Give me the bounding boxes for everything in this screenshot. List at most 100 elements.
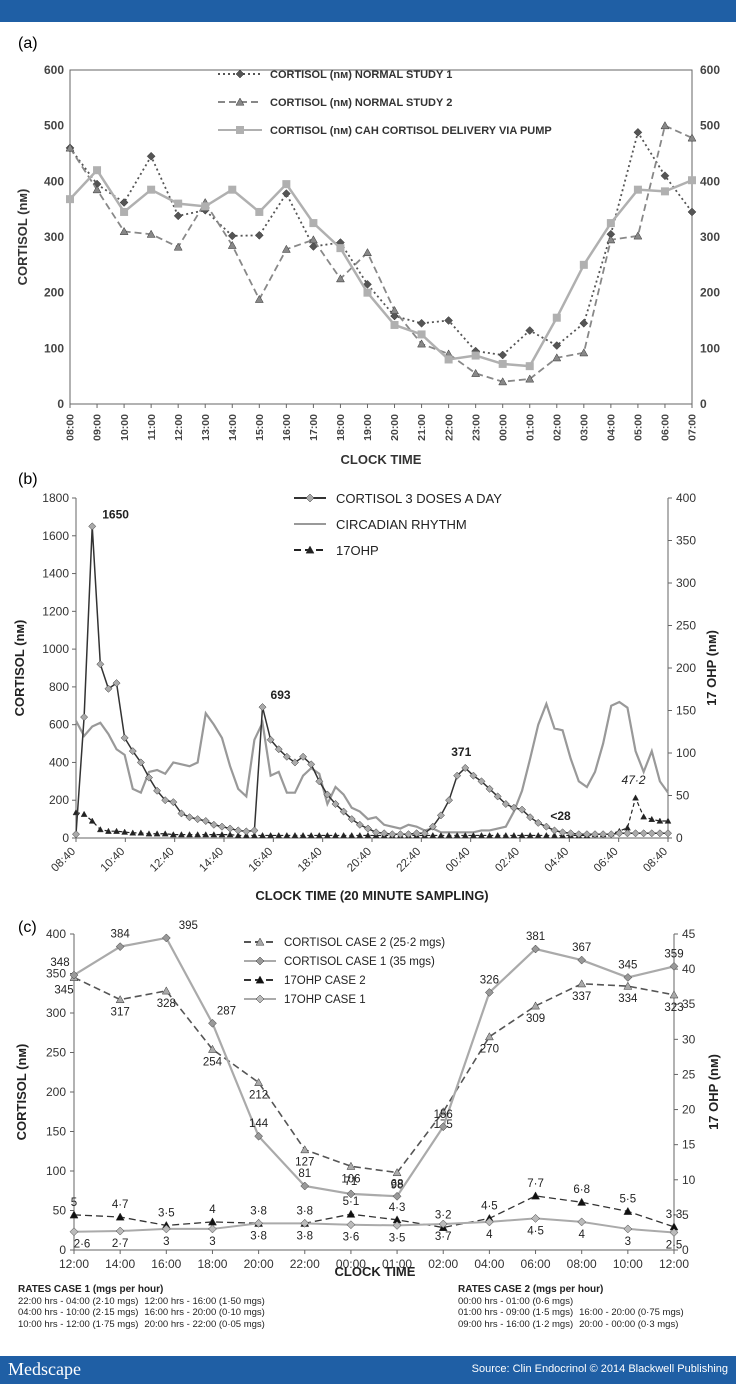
- rate-item: 20:00 hrs - 22:00 (0·05 mgs): [144, 1318, 265, 1330]
- data-point: [161, 830, 169, 837]
- data-point: [518, 805, 526, 814]
- data-point: [469, 831, 477, 839]
- series-line-1: [69, 130, 693, 356]
- y-tick-label: 300: [46, 1006, 66, 1020]
- data-point: [599, 830, 608, 839]
- data-label: 270: [480, 1044, 499, 1056]
- data-point: [283, 831, 291, 839]
- legend-label: CORTISOL CASE 2 (25·2 mgs): [284, 937, 445, 949]
- data-point: [364, 831, 372, 839]
- source-credit: Source: Clin Endocrinol © 2014 Blackwell…: [471, 1363, 728, 1375]
- data-point: [633, 231, 643, 240]
- data-point: [687, 207, 697, 217]
- data-label: 3·8: [250, 1230, 267, 1242]
- data-point: [501, 800, 510, 808]
- data-label: 2·5: [666, 1239, 683, 1251]
- data-point: [161, 1224, 171, 1234]
- y-tick-label: 200: [46, 1085, 66, 1099]
- y-tick-label: 100: [46, 1164, 66, 1178]
- data-point: [177, 831, 185, 838]
- rates-case-1-title: RATES CASE 1 (mgs per hour): [18, 1284, 164, 1295]
- data-point: [438, 1122, 448, 1132]
- x-tick-label: 01:00: [524, 414, 536, 441]
- data-point: [485, 1217, 494, 1227]
- data-point: [606, 235, 616, 244]
- data-label: 384: [111, 929, 131, 941]
- data-label: 323: [664, 1002, 683, 1014]
- data-point: [347, 815, 356, 824]
- data-point: [485, 988, 494, 997]
- data-point: [112, 679, 121, 688]
- data-point: [209, 820, 218, 829]
- data-point: [115, 995, 125, 1004]
- data-point: [669, 962, 679, 971]
- x-tick-label: 12:00: [173, 414, 185, 441]
- x-tick-label: 14:00: [227, 414, 239, 441]
- data-point: [88, 817, 96, 824]
- data-label: 345: [54, 984, 73, 996]
- data-point: [145, 830, 153, 837]
- legend-label: 17OHP CASE 1: [284, 994, 366, 1006]
- data-point: [308, 235, 318, 244]
- x-tick-label: 02:00: [551, 414, 563, 441]
- y-axis-label: CORTISOL (nм): [14, 1044, 29, 1141]
- rate-item: 20:00 - 00:00 (0·3 mgs): [579, 1318, 679, 1330]
- data-point: [485, 784, 494, 793]
- y-tick-label: 400: [44, 174, 64, 188]
- data-point: [185, 813, 194, 822]
- series-line-cortisol: [75, 526, 668, 835]
- data-point: [161, 986, 171, 995]
- data-label: 5·1: [343, 1196, 360, 1208]
- y-right-tick-label: 250: [676, 619, 696, 633]
- legend-marker: [235, 69, 245, 79]
- data-point: [104, 684, 113, 693]
- data-point: [429, 831, 437, 839]
- y-tick-label: 1000: [42, 642, 69, 656]
- data-point: [173, 242, 183, 251]
- data-point: [417, 330, 426, 339]
- data-point: [444, 355, 453, 364]
- data-point: [623, 973, 633, 982]
- data-point: [218, 822, 226, 831]
- y-right-tick-label: 25: [682, 1067, 696, 1081]
- data-point: [300, 1145, 310, 1154]
- data-label: 212: [249, 1090, 268, 1102]
- data-label: 337: [572, 991, 591, 1003]
- data-point: [291, 831, 299, 839]
- footer-bar: Medscape Source: Clin Endocrinol © 2014 …: [0, 1356, 736, 1384]
- data-point: [72, 830, 80, 839]
- data-point: [173, 211, 183, 221]
- rate-item: 09:00 hrs - 16:00 (1·2 mgs): [458, 1318, 574, 1330]
- data-point: [281, 189, 291, 198]
- x-tick-label: 19:00: [362, 414, 374, 441]
- series-line-3: [69, 168, 693, 368]
- data-point: [577, 1197, 587, 1206]
- data-point: [145, 773, 153, 782]
- data-label: 5·5: [620, 1193, 637, 1205]
- data-label: 693: [271, 688, 291, 702]
- data-point: [208, 1018, 217, 1028]
- data-label: 4·5: [527, 1225, 544, 1237]
- x-tick-label: 16:00: [281, 414, 293, 441]
- y-tick-label: 0: [59, 1243, 66, 1257]
- data-point: [390, 320, 399, 329]
- data-point: [254, 294, 264, 303]
- data-point: [194, 831, 202, 838]
- data-point: [153, 786, 162, 795]
- data-point: [688, 176, 696, 185]
- data-point: [478, 831, 485, 839]
- data-point: [226, 831, 234, 838]
- x-tick-label: 08:40: [49, 846, 78, 875]
- y-tick-label: 1400: [42, 567, 69, 581]
- data-label: 345: [618, 959, 637, 971]
- data-point: [120, 733, 129, 742]
- data-label: 326: [480, 974, 499, 986]
- data-point: [242, 827, 251, 836]
- x-tick-label: 18:40: [296, 846, 325, 875]
- y-right-axis-label: 17 OHP (nм): [706, 1054, 721, 1130]
- data-point: [531, 1214, 540, 1223]
- x-tick-label: 00:00: [497, 414, 509, 441]
- data-point: [307, 831, 315, 839]
- data-point: [498, 377, 508, 386]
- data-point: [119, 226, 129, 235]
